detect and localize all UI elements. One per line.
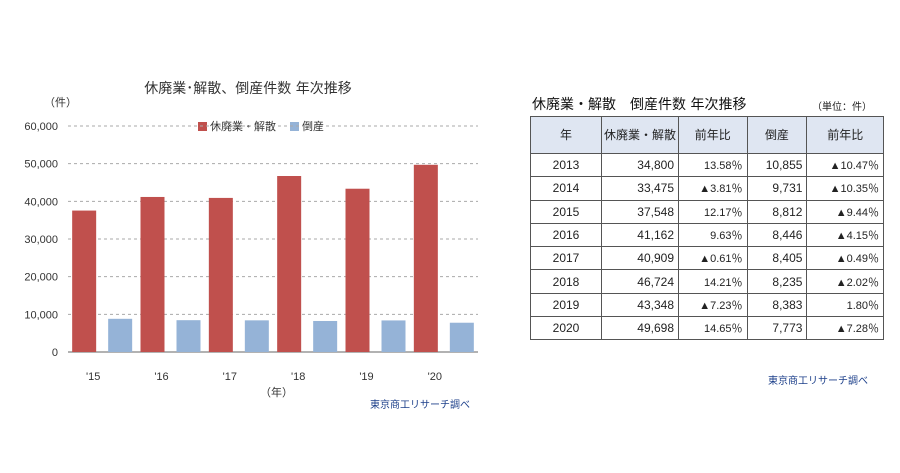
data-table: 年 休廃業・解散 前年比 倒産 前年比 2013 34,800 13.58％ 10,8… — [530, 116, 884, 341]
y-tick-label: 50,000 — [24, 159, 58, 171]
table-cell: 34,800 — [601, 152, 679, 178]
table-cell: 2014 — [530, 176, 602, 201]
table-row: 2013 34,800 13.58％ 10,855 ▲10.47％ — [530, 152, 884, 178]
table-row: 2019 43,348 ▲7.23％ 8,383 1.80％ — [530, 292, 884, 318]
table-cell: 49,698 — [601, 316, 679, 341]
header-bankruptcy-yoy: 前年比 — [806, 116, 884, 154]
header-closures-yoy: 前年比 — [678, 116, 748, 154]
table-cell: 2016 — [530, 222, 602, 248]
table-row: 2014 33,475 ▲3.81％ 9,731 ▲10.35％ — [530, 176, 884, 201]
header-bankruptcy: 倒産 — [746, 116, 808, 154]
y-tick-label: 0 — [52, 347, 58, 359]
table-cell: 10,855 — [746, 152, 808, 178]
bar-bankruptcy — [176, 320, 201, 352]
table-cell: 2015 — [530, 199, 602, 224]
table-cell: 37,548 — [601, 199, 679, 224]
legend-item-bankruptcy: 倒産 — [290, 118, 324, 134]
table-row: 2017 40,909 ▲0.61％ 8,405 ▲0.49％ — [530, 246, 884, 271]
table-cell: ▲2.02％ — [806, 269, 884, 294]
y-tick-label: 60,000 — [24, 121, 58, 133]
table-cell: 33,475 — [601, 176, 679, 201]
table-cell: ▲7.23％ — [678, 292, 748, 318]
bar-closures — [413, 164, 438, 352]
header-year: 年 — [530, 116, 602, 154]
table-cell: 14.21％ — [678, 269, 748, 294]
table-cell: 8,383 — [746, 292, 808, 318]
table-cell: 9.63％ — [678, 222, 748, 248]
bar-bankruptcy — [244, 320, 269, 352]
table-cell: 40,909 — [601, 246, 679, 271]
table-cell: 1.80％ — [806, 292, 884, 318]
table-row: 2020 49,698 14.65％ 7,773 ▲7.28％ — [530, 316, 884, 341]
legend-swatch-bankruptcy — [290, 121, 299, 131]
bar-bankruptcy — [381, 320, 406, 352]
x-tick-label: '15 — [86, 371, 100, 383]
table-cell: ▲0.61％ — [678, 246, 748, 271]
table-cell: 2017 — [530, 246, 602, 271]
table-cell: 8,446 — [746, 222, 808, 248]
table-cell: ▲9.44％ — [806, 199, 884, 224]
bar-bankruptcy — [108, 318, 133, 352]
table-row: 2015 37,548 12.17％ 8,812 ▲9.44％ — [530, 199, 884, 224]
table-cell: 8,405 — [746, 246, 808, 271]
table-body: 2013 34,800 13.58％ 10,855 ▲10.47％ 2014 33,475 ▲… — [530, 152, 884, 341]
bar-closures — [277, 176, 302, 352]
bar-bankruptcy — [449, 322, 474, 352]
legend-label-bankruptcy: 倒産 — [302, 120, 324, 133]
header-closures: 休廃業・解散 — [601, 116, 679, 154]
table-cell: 13.58％ — [678, 152, 748, 178]
table-cell: 2018 — [530, 269, 602, 294]
y-tick-label: 10,000 — [24, 309, 58, 321]
table-cell: 8,812 — [746, 199, 808, 224]
table-cell: 43,348 — [601, 292, 679, 318]
table-cell: 2020 — [530, 316, 602, 341]
table-title: 休廃業・解散 倒産件数 年次推移 — [532, 97, 747, 113]
chart-title: 休廃業･解散、倒産件数 年次推移 — [144, 81, 352, 97]
table-cell: ▲3.81％ — [678, 176, 748, 201]
bar-closures — [208, 197, 233, 352]
table-cell: 41,162 — [601, 222, 679, 248]
table-cell: 12.17％ — [678, 199, 748, 224]
y-tick-label: 20,000 — [24, 272, 58, 284]
x-tick-label: '17 — [223, 371, 237, 383]
chart-source: 東京商工リサーチ調べ — [370, 400, 470, 411]
table-cell: ▲10.47％ — [806, 152, 884, 178]
table-cell: 9,731 — [746, 176, 808, 201]
table-cell: 2013 — [530, 152, 602, 178]
table-cell: 7,773 — [746, 316, 808, 341]
table-cell: ▲10.35％ — [806, 176, 884, 201]
table-row: 2016 41,162 9.63％ 8,446 ▲4.15％ — [530, 222, 884, 248]
bar-closures — [140, 196, 165, 352]
table-header-row: 年 休廃業・解散 前年比 倒産 前年比 — [530, 116, 884, 154]
table-cell: 8,235 — [746, 269, 808, 294]
x-tick-label: '18 — [291, 371, 305, 383]
x-tick-label: '20 — [428, 371, 442, 383]
table-unit: （単位：件） — [812, 102, 872, 113]
bar-chart-panel: 休廃業･解散、倒産件数 年次推移 （件） 休廃業・解散 倒産 60,000 50,… — [8, 70, 488, 411]
table-cell: 14.65％ — [678, 316, 748, 341]
table-cell: ▲0.49％ — [806, 246, 884, 271]
table-cell: 46,724 — [601, 269, 679, 294]
bar-bankruptcy — [313, 320, 338, 352]
y-tick-label: 30,000 — [24, 234, 58, 246]
x-tick-label: '19 — [359, 371, 373, 383]
x-unit-label: （年） — [260, 386, 293, 399]
table-row: 2018 46,724 14.21％ 8,235 ▲2.02％ — [530, 269, 884, 294]
y-tick-label: 40,000 — [24, 196, 58, 208]
bar-chart-svg: 60,000 50,000 40,000 30,000 20,000 10,000 0 '15… — [24, 121, 478, 383]
y-unit-label: （件） — [44, 96, 77, 109]
table-source: 東京商工リサーチ調べ — [768, 376, 868, 387]
table-cell: 2019 — [530, 292, 602, 318]
bar-closures — [345, 188, 370, 352]
bar-closures — [72, 210, 97, 352]
x-tick-label: '16 — [154, 371, 168, 383]
table-cell: ▲7.28％ — [806, 316, 884, 341]
table-cell: ▲4.15％ — [806, 222, 884, 248]
